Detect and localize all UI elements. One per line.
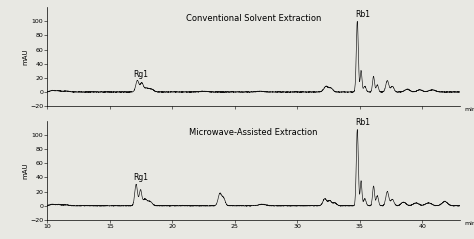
Y-axis label: mAU: mAU (23, 162, 29, 179)
Text: Rb1: Rb1 (355, 10, 370, 19)
Text: Rg1: Rg1 (134, 174, 149, 182)
Text: Rb1: Rb1 (355, 118, 370, 127)
Text: Microwave-Assisted Extraction: Microwave-Assisted Extraction (189, 128, 318, 137)
Y-axis label: mAU: mAU (23, 48, 29, 65)
Text: min: min (464, 108, 474, 113)
Text: Rg1: Rg1 (134, 70, 149, 79)
Text: Conventional Solvent Extraction: Conventional Solvent Extraction (186, 14, 321, 23)
Text: min: min (464, 221, 474, 226)
